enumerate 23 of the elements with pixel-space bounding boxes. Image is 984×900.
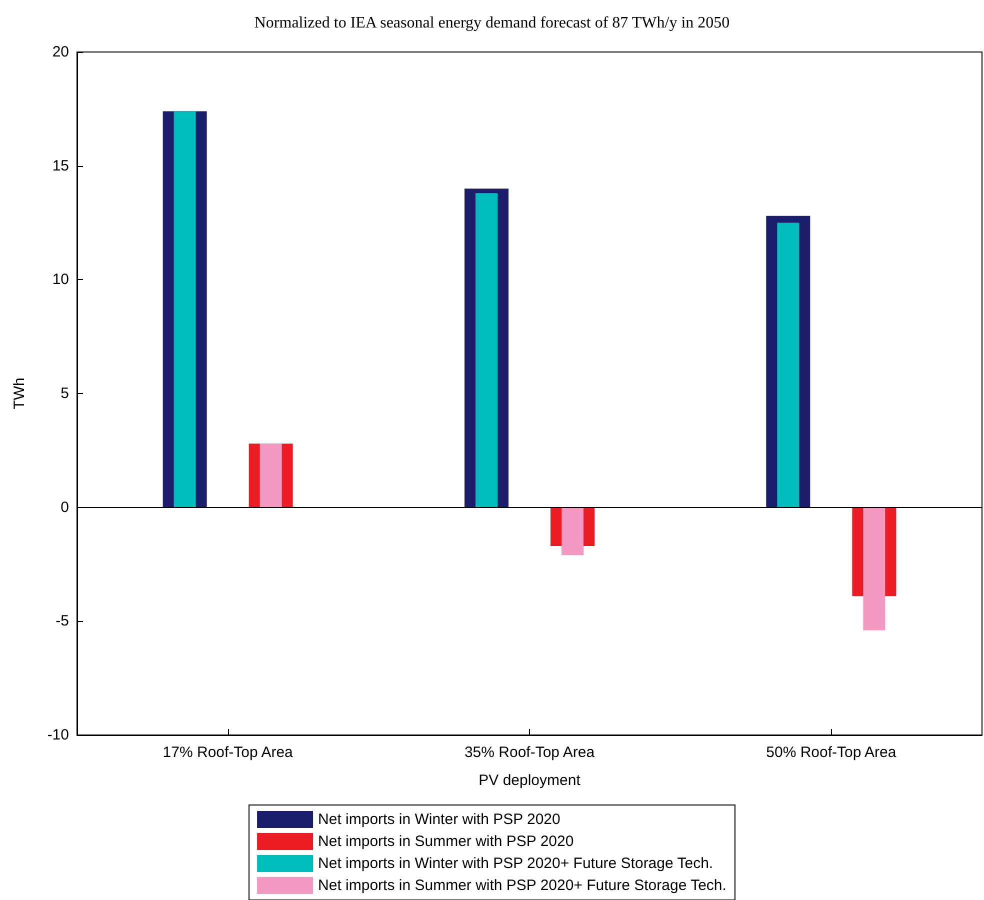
x-tick-label: 17% Roof-Top Area <box>162 744 294 761</box>
x-tick-label: 50% Roof-Top Area <box>766 744 897 761</box>
y-tick-label: -5 <box>56 612 69 630</box>
y-tick-label: 5 <box>60 385 69 402</box>
bar <box>863 507 886 630</box>
y-tick-label: -10 <box>47 726 69 744</box>
y-tick-label: 15 <box>52 157 69 174</box>
bar <box>777 222 800 508</box>
y-axis-title: TWh <box>11 378 28 410</box>
legend-label: Net imports in Winter with PSP 2020 <box>318 811 560 828</box>
y-tick-label: 10 <box>52 271 69 288</box>
bar <box>174 111 196 508</box>
y-tick-label: 20 <box>52 44 69 60</box>
legend-label: Net imports in Winter with PSP 2020+ Future Storage Tech. <box>318 855 714 872</box>
chart-title: Normalized to IEA seasonal energy demand forecast of 87 TWh/y in 2050 <box>254 14 730 32</box>
legend-label: Net imports in Summer with PSP 2020+ Future Storage Tech. <box>318 877 726 894</box>
bar <box>562 507 584 556</box>
bar <box>260 444 282 508</box>
y-tick-label: 0 <box>60 498 69 516</box>
bar <box>476 193 498 508</box>
x-tick-label: 35% Roof-Top Area <box>464 744 596 761</box>
x-axis-title: PV deployment <box>478 772 582 789</box>
legend-label: Net imports in Summer with PSP 2020 <box>318 833 574 850</box>
